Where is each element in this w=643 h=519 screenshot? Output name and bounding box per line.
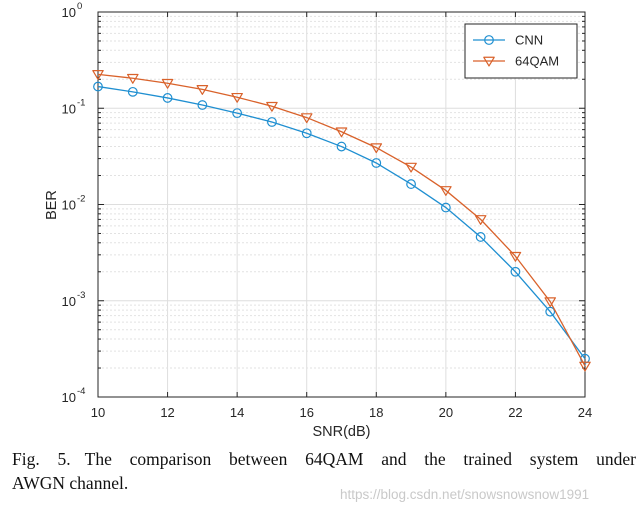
data-point xyxy=(266,101,278,112)
legend-box xyxy=(464,23,578,79)
x-tick-label: 22 xyxy=(508,405,522,420)
legend-label: CNN xyxy=(515,33,543,48)
y-tick-exponent: -2 xyxy=(77,194,85,205)
data-point xyxy=(510,266,521,277)
data-point xyxy=(440,202,451,213)
y-axis-label: BER xyxy=(44,190,60,220)
series-cnn xyxy=(93,81,590,364)
data-point xyxy=(475,232,486,242)
data-point xyxy=(544,297,557,308)
x-tick-label: 18 xyxy=(369,405,383,420)
y-tick-label: 10 xyxy=(62,390,76,405)
series-line xyxy=(97,85,586,360)
data-point xyxy=(301,128,312,139)
data-point xyxy=(406,179,416,189)
y-tick-label: 10 xyxy=(62,294,76,309)
data-point xyxy=(267,117,277,127)
data-point xyxy=(93,81,103,92)
x-tick-label: 16 xyxy=(299,405,313,420)
data-point xyxy=(405,162,417,173)
caption-text-line2: AWGN channel. xyxy=(12,473,129,493)
y-tick-exponent: -3 xyxy=(77,290,85,301)
caption-text-line1: The comparison between 64QAM and the tra… xyxy=(84,449,636,469)
figure-caption: Fig. 5. The comparison between 64QAM and … xyxy=(12,447,636,495)
x-tick-label: 20 xyxy=(439,405,453,420)
data-point xyxy=(196,85,209,95)
y-tick-exponent: -4 xyxy=(77,386,85,397)
x-tick-label: 10 xyxy=(91,405,105,420)
y-tick-exponent: -1 xyxy=(77,97,85,108)
series-line xyxy=(97,73,586,367)
x-axis-label: SNR(dB) xyxy=(312,424,370,440)
data-point xyxy=(335,127,348,138)
y-tick-exponent: 0 xyxy=(77,1,82,12)
data-point xyxy=(440,186,452,196)
data-point xyxy=(161,78,174,89)
data-point xyxy=(231,92,243,103)
legend-marker xyxy=(484,35,494,45)
data-point xyxy=(545,306,556,317)
data-point xyxy=(509,251,522,262)
data-point xyxy=(579,361,591,372)
data-point xyxy=(474,215,487,225)
y-tick-label: 10 xyxy=(62,5,76,20)
y-tick-label: 10 xyxy=(62,101,76,116)
legend-marker xyxy=(483,56,495,67)
x-tick-label: 24 xyxy=(578,405,592,420)
data-point xyxy=(370,143,383,154)
data-point xyxy=(126,73,139,84)
data-point xyxy=(232,108,243,119)
y-tick-label: 10 xyxy=(62,198,76,213)
series-64qam xyxy=(92,70,591,372)
x-tick-label: 14 xyxy=(230,405,244,420)
data-point xyxy=(336,141,347,152)
legend-label: 64QAM xyxy=(515,54,559,69)
data-point xyxy=(127,86,138,97)
data-point xyxy=(300,113,313,124)
data-series xyxy=(92,70,591,372)
data-point xyxy=(197,100,208,110)
caption-label: Fig. 5. xyxy=(12,449,71,469)
legend: CNN 64QAM xyxy=(464,23,578,79)
data-point xyxy=(162,93,173,103)
x-tick-label: 12 xyxy=(160,405,174,420)
watermark: https://blog.csdn.net/snowsnowsnow1991 xyxy=(340,487,590,502)
data-point xyxy=(371,158,382,168)
data-point xyxy=(92,70,104,80)
